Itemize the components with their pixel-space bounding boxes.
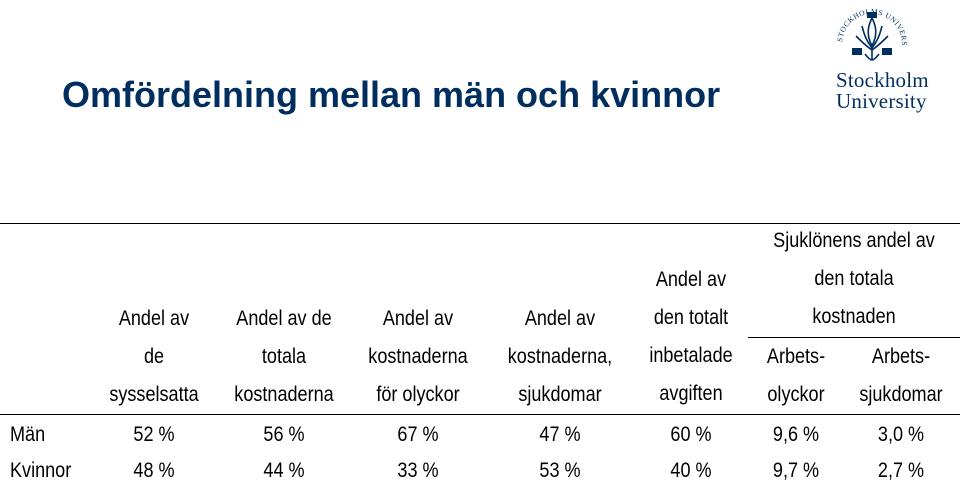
subheader-arbetsolyckor: Arbets- olyckor — [755, 338, 838, 414]
header-line: avgiften — [659, 382, 723, 405]
header-line: för olyckor — [376, 383, 460, 406]
header-line: Andel av de — [236, 307, 332, 330]
table-cell: 3,0 % — [877, 423, 925, 446]
table-cell: 47 % — [539, 423, 581, 446]
table-cell: 33 % — [397, 459, 439, 482]
subheader-arbetssjukdomar: Arbets- sjukdomar — [850, 338, 951, 414]
header-line: sysselsatta — [109, 383, 199, 406]
logo-line-university: University — [836, 89, 927, 113]
table-cell: 40 % — [670, 459, 712, 482]
table-top-rule — [0, 223, 960, 224]
table-cell: 2,7 % — [877, 459, 925, 482]
header-line: Andel av — [118, 307, 190, 330]
header-line: kostnaderna — [234, 383, 334, 406]
header-sjuklonens-andel: Sjuklönens andel av den totala kostnaden — [763, 222, 945, 336]
logo-wordmark: Stockholm University — [836, 70, 960, 112]
table-cell: 56 % — [263, 423, 305, 446]
header-line: Andel av — [382, 307, 454, 330]
table-cell: 67 % — [397, 423, 439, 446]
header-line: Sjuklönens andel av — [773, 229, 935, 252]
header-line: kostnaderna, — [507, 345, 613, 368]
university-seal-icon: STOCKHOLMS UNIVERSITET — [832, 2, 909, 61]
header-line: olyckor — [767, 383, 825, 406]
header-andel-sjukdomar: Andel av kostnaderna, sjukdomar — [498, 300, 622, 414]
header-line: Arbets- — [871, 345, 931, 368]
logo-line-stockholm: Stockholm — [836, 68, 929, 92]
header-line: Arbets- — [766, 345, 826, 368]
group-header-rule — [748, 337, 960, 338]
header-line: sjukdomar — [518, 383, 602, 406]
table-cell: 60 % — [670, 423, 712, 446]
header-andel-olyckor: Andel av kostnaderna för olyckor — [358, 300, 478, 414]
header-line: de — [143, 345, 165, 368]
row-label-kvinnor: Kvinnor — [10, 459, 72, 482]
header-line: Andel av — [524, 307, 596, 330]
header-line: kostnaderna — [368, 345, 468, 368]
svg-text:STOCKHOLMS UNIVERSITET: STOCKHOLMS UNIVERSITET — [832, 2, 909, 46]
header-line: inbetalade — [649, 344, 733, 367]
header-line: kostnaden — [812, 305, 896, 328]
header-andel-sysselsatta: Andel av de sysselsatta — [102, 300, 205, 414]
table-cell: 44 % — [263, 459, 305, 482]
header-line: sjukdomar — [859, 383, 943, 406]
stockholm-university-logo: STOCKHOLMS UNIVERSITET Stockholm Univers… — [828, 2, 960, 118]
table-cell: 53 % — [539, 459, 581, 482]
table-cell: 52 % — [133, 423, 175, 446]
table-cell: 48 % — [133, 459, 175, 482]
slide-title: Omfördelning mellan män och kvinnor — [62, 74, 721, 115]
header-bottom-rule — [0, 414, 960, 415]
header-andel-kostnaderna: Andel av de totala kostnaderna — [224, 300, 344, 414]
row-label-man: Män — [10, 423, 46, 446]
table-cell: 9,7 % — [772, 459, 820, 482]
header-line: den totala — [814, 267, 894, 290]
header-line: den totalt — [653, 306, 729, 329]
header-line: totala — [261, 345, 307, 368]
header-andel-avgiften: Andel av den totalt inbetalade avgiften — [639, 261, 744, 413]
header-line: Andel av — [655, 268, 727, 291]
table-cell: 9,6 % — [772, 423, 820, 446]
